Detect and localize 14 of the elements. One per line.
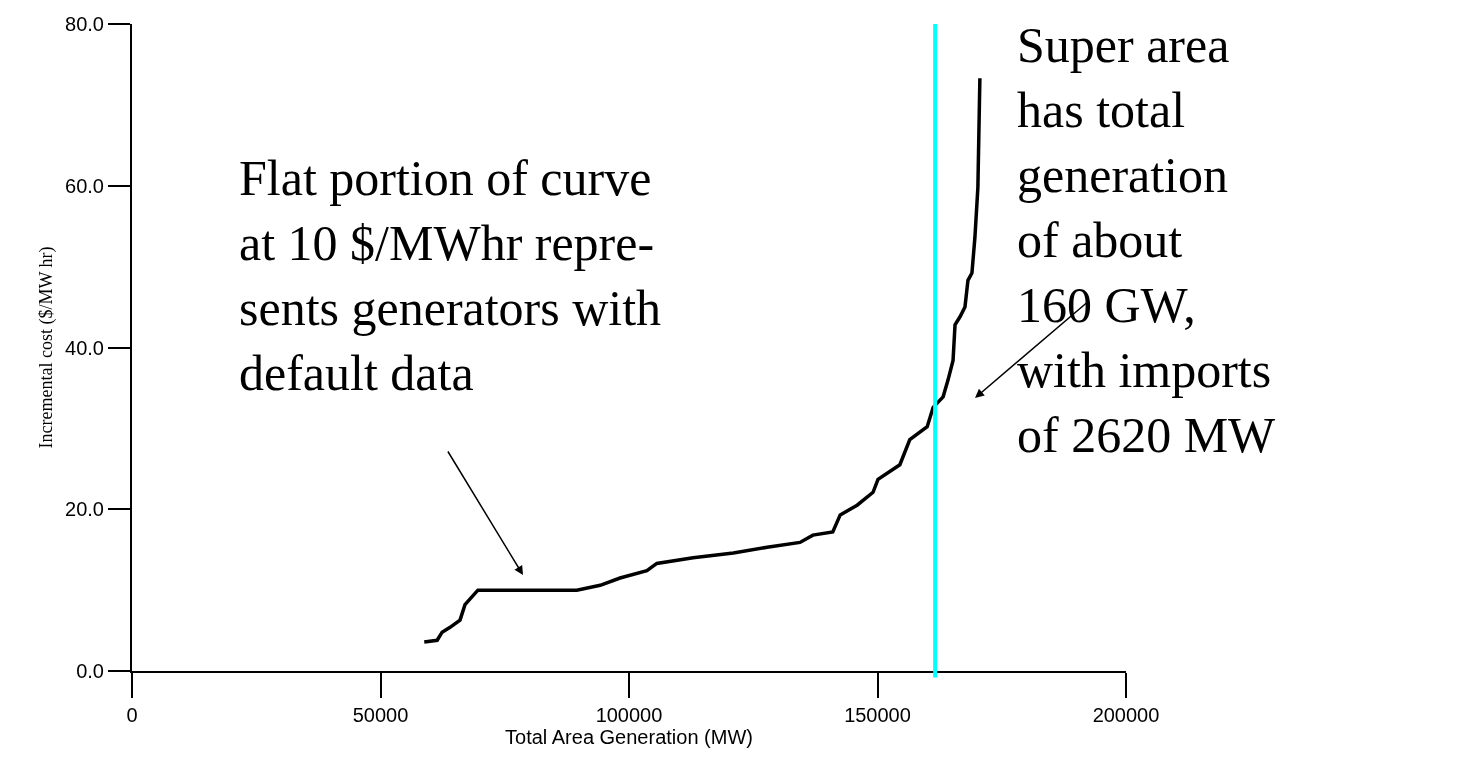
- annotation: Super area has total generation of about 160 GW, with imports of 2620 MW: [1017, 17, 1277, 463]
- y-tick-label: 20.0: [65, 498, 104, 521]
- y-tick-label: 0.0: [76, 660, 104, 682]
- annotation: Flat portion of curve at 10 $/MWhr repre- sents generators with default data: [239, 150, 662, 401]
- y-tick-label: 80.0: [65, 13, 104, 35]
- y-axis-title: Incremental cost ($/MW hr): [35, 246, 57, 449]
- x-tick-label: 50000: [352, 704, 409, 726]
- x-tick-label: 0: [126, 704, 138, 726]
- x-tick-label: 200000: [1092, 704, 1160, 726]
- x-tick-label: 150000: [844, 704, 911, 726]
- x-tick-label: 100000: [595, 704, 663, 726]
- y-tick-label: 40.0: [65, 336, 104, 359]
- x-axis-title: Total Area Generation (MW): [505, 726, 753, 748]
- y-tick-label: 60.0: [65, 174, 104, 197]
